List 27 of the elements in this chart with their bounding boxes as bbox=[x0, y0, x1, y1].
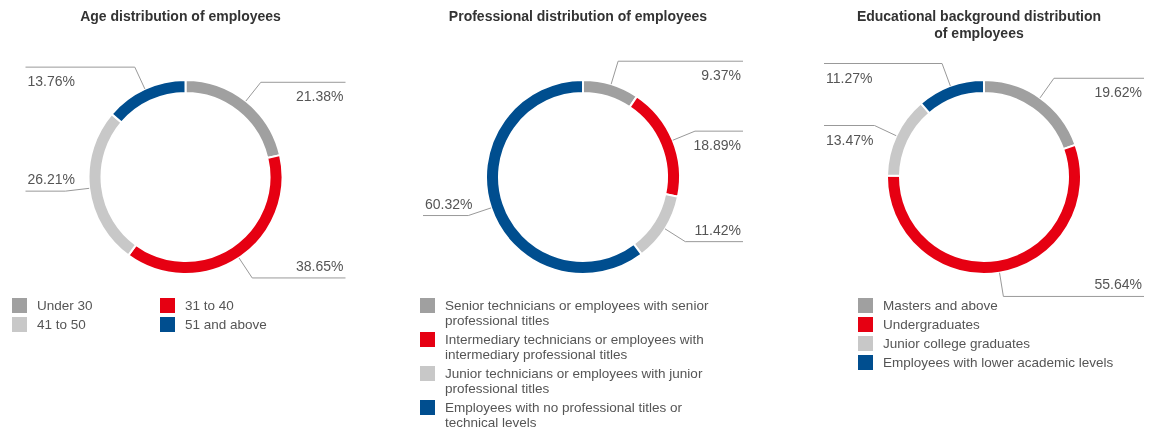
data-label: 55.64% bbox=[1094, 276, 1142, 293]
data-label: 11.42% bbox=[694, 221, 741, 238]
chart-title: Educational background distribution of employees bbox=[855, 8, 1103, 42]
data-label: 60.32% bbox=[425, 195, 473, 212]
legend-label: Senior technicians or employees with senior professional titles bbox=[445, 298, 710, 328]
legend-label: Junior technicians or employees with junior professional titles bbox=[445, 366, 704, 396]
data-label: 13.47% bbox=[826, 131, 874, 148]
chart-title: Age distribution of employees bbox=[79, 8, 282, 26]
legend-label: Employees with no professional titles or technical levels bbox=[445, 400, 684, 430]
data-label: 26.21% bbox=[27, 171, 75, 188]
legend-label: Intermediary technicians or employees with intermediary professional titles bbox=[445, 332, 705, 362]
data-label: 21.38% bbox=[296, 88, 344, 105]
legend-label: Employees with lower academic levels bbox=[883, 355, 1114, 370]
legend-label: Junior college graduates bbox=[883, 336, 1031, 351]
legend-label: 31 to 40 bbox=[185, 298, 234, 313]
data-label: 9.37% bbox=[701, 67, 741, 84]
legend-label: Undergraduates bbox=[883, 317, 980, 332]
data-label: 38.65% bbox=[296, 257, 344, 274]
legend-label: 51 and above bbox=[185, 317, 267, 332]
legend-label: Under 30 bbox=[37, 298, 93, 313]
data-label: 11.27% bbox=[826, 69, 873, 86]
legend-label: Masters and above bbox=[883, 298, 998, 313]
data-label: 18.89% bbox=[693, 137, 741, 154]
legend-label: 41 to 50 bbox=[37, 317, 86, 332]
data-label: 13.76% bbox=[27, 73, 75, 90]
chart-title: Professional distribution of employees bbox=[447, 8, 709, 26]
data-label: 19.62% bbox=[1094, 84, 1142, 101]
